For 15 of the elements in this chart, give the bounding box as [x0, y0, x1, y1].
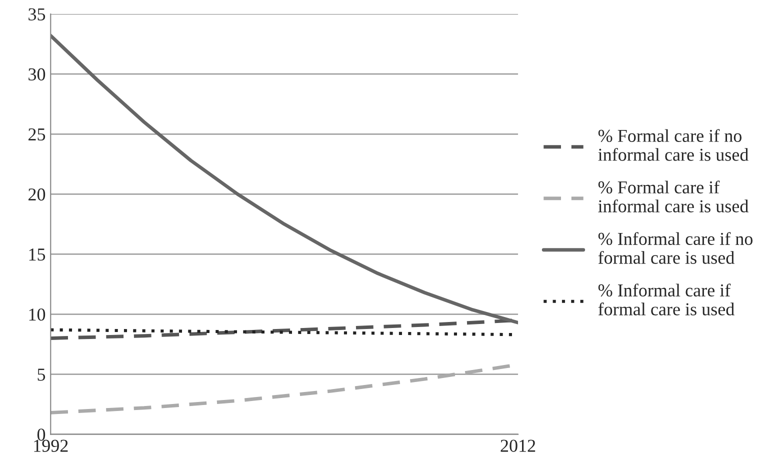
legend-label: % Informal care if formal care is used — [598, 284, 734, 316]
legend-label: % Formal care if informal care is used — [598, 180, 748, 212]
y-tick-label: 25 — [28, 128, 46, 141]
y-tick-label: 35 — [28, 8, 46, 20]
legend-label: % Informal care if no formal care is used — [598, 232, 753, 264]
line-series — [50, 34, 518, 324]
legend-label: % Formal care if no informal care is used — [598, 129, 748, 161]
y-tick-label: 20 — [28, 188, 46, 201]
y-tick-label: 15 — [29, 248, 46, 261]
x-tick-label: 1992 — [34, 440, 68, 452]
y-tick-label: 30 — [28, 68, 46, 80]
y-tick-label: 0 — [37, 428, 46, 441]
y-tick-label: 5 — [38, 368, 46, 381]
y-tick-label: 10 — [29, 308, 46, 321]
x-tick-label: 2012 — [500, 440, 536, 452]
